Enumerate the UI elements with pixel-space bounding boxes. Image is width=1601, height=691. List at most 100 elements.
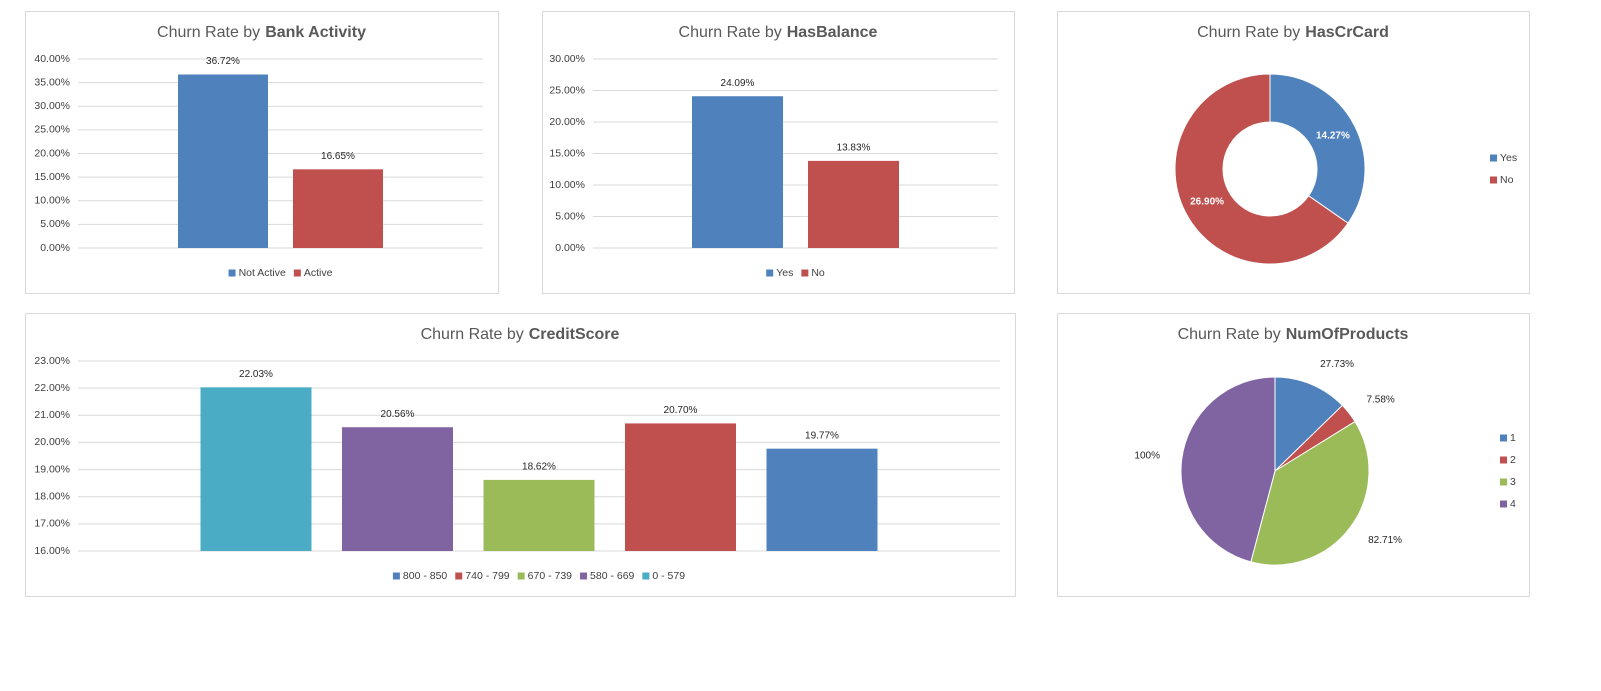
data-label: 13.83% bbox=[837, 143, 871, 154]
legend-swatch bbox=[1500, 500, 1507, 508]
legend-swatch bbox=[293, 269, 301, 277]
title-text: Churn Rate by bbox=[157, 24, 260, 41]
legend-swatch bbox=[455, 572, 463, 580]
title-emphasis: Bank Activity bbox=[265, 24, 366, 41]
title-text: Churn Rate by bbox=[1178, 326, 1281, 343]
legend-swatch bbox=[1490, 176, 1497, 184]
legend-label: No bbox=[1500, 174, 1514, 186]
legend-label: Yes bbox=[776, 267, 793, 279]
chart-title: Churn Rate by NumOfProducts bbox=[1178, 326, 1409, 343]
data-label: 20.56% bbox=[381, 409, 415, 420]
y-tick-label: 23.00% bbox=[34, 355, 70, 367]
bar bbox=[483, 479, 595, 551]
legend-swatch bbox=[766, 269, 774, 277]
y-tick-label: 5.00% bbox=[555, 210, 585, 222]
chart-panel: Churn Rate by NumOfProducts 27.73% 7.58% 82.… bbox=[1057, 313, 1530, 597]
data-label: 27.73% bbox=[1320, 359, 1354, 370]
bar bbox=[692, 96, 783, 248]
y-tick-label: 10.00% bbox=[549, 179, 585, 191]
y-tick-label: 15.00% bbox=[549, 147, 585, 159]
data-label: 26.90% bbox=[1190, 197, 1224, 208]
slice bbox=[1174, 73, 1349, 265]
bar bbox=[200, 387, 312, 551]
legend-label: 2 bbox=[1510, 454, 1516, 466]
y-tick-label: 18.00% bbox=[34, 490, 70, 502]
slice bbox=[1180, 376, 1276, 563]
bar bbox=[178, 74, 268, 248]
legend-label: 670 - 739 bbox=[528, 570, 573, 582]
slice bbox=[1274, 376, 1344, 473]
chart-panel: Churn Rate by HasBalance 0.00% 5.00% 10.00% 1… bbox=[542, 11, 1015, 294]
data-label: 100% bbox=[1134, 451, 1160, 462]
legend-swatch bbox=[1500, 478, 1507, 486]
legend-swatch bbox=[642, 572, 650, 580]
chart-panel: Churn Rate by Bank Activity 0.00% 5.00% 10.0… bbox=[25, 11, 499, 294]
title-emphasis: HasCrCard bbox=[1305, 24, 1389, 41]
y-tick-label: 0.00% bbox=[40, 242, 70, 254]
legend-swatch bbox=[228, 269, 236, 277]
y-tick-label: 15.00% bbox=[34, 171, 70, 183]
y-tick-label: 19.00% bbox=[34, 463, 70, 475]
slice bbox=[1250, 420, 1370, 566]
data-label: 22.03% bbox=[239, 369, 273, 380]
chart-title: Churn Rate by Bank Activity bbox=[157, 24, 366, 41]
title-text: Churn Rate by bbox=[1197, 24, 1300, 41]
chart-panel: Churn Rate by HasCrCard 14.27% 26.90% Yes No bbox=[1057, 11, 1530, 294]
y-tick-label: 5.00% bbox=[40, 218, 70, 230]
legend-label: 0 - 579 bbox=[652, 570, 685, 582]
y-tick-label: 25.00% bbox=[34, 124, 70, 136]
y-tick-label: 40.00% bbox=[34, 53, 70, 65]
data-label: 16.65% bbox=[321, 151, 355, 162]
data-label: 36.72% bbox=[206, 56, 240, 67]
y-tick-label: 16.00% bbox=[34, 545, 70, 557]
legend-label: Yes bbox=[1500, 152, 1517, 164]
legend-label: 740 - 799 bbox=[465, 570, 510, 582]
chart-panel: Churn Rate by CreditScore 16.00% 17.00% 18.0… bbox=[25, 313, 1016, 597]
title-emphasis: CreditScore bbox=[529, 326, 620, 343]
legend-label: 580 - 669 bbox=[590, 570, 635, 582]
legend-label: No bbox=[811, 267, 825, 279]
data-label: 20.70% bbox=[664, 405, 698, 416]
legend-swatch bbox=[1490, 154, 1497, 162]
y-tick-label: 30.00% bbox=[34, 100, 70, 112]
data-label: 82.71% bbox=[1368, 535, 1402, 546]
legend-swatch bbox=[1500, 434, 1507, 442]
legend-label: Active bbox=[304, 267, 333, 279]
title-emphasis: NumOfProducts bbox=[1286, 326, 1409, 343]
data-label: 24.09% bbox=[721, 78, 755, 89]
y-tick-label: 21.00% bbox=[34, 409, 70, 421]
legend-label: 1 bbox=[1510, 432, 1516, 444]
data-label: 19.77% bbox=[805, 430, 839, 441]
chart-title: Churn Rate by HasBalance bbox=[679, 24, 878, 41]
legend-swatch bbox=[580, 572, 588, 580]
y-tick-label: 35.00% bbox=[34, 76, 70, 88]
y-tick-label: 10.00% bbox=[34, 195, 70, 207]
legend-swatch bbox=[517, 572, 525, 580]
title-text: Churn Rate by bbox=[421, 326, 524, 343]
bar bbox=[766, 448, 878, 551]
y-tick-label: 17.00% bbox=[34, 518, 70, 530]
legend-label: 4 bbox=[1510, 498, 1516, 510]
bar bbox=[625, 423, 736, 551]
legend-label: 3 bbox=[1510, 476, 1516, 488]
bar bbox=[808, 160, 899, 248]
bar bbox=[293, 169, 383, 248]
chart-title: Churn Rate by HasCrCard bbox=[1197, 24, 1389, 41]
legend-label: Not Active bbox=[239, 267, 286, 279]
legend-swatch bbox=[392, 572, 400, 580]
chart-title: Churn Rate by CreditScore bbox=[421, 326, 620, 343]
y-tick-label: 20.00% bbox=[34, 147, 70, 159]
data-label: 7.58% bbox=[1366, 394, 1394, 405]
title-text: Churn Rate by bbox=[679, 24, 782, 41]
legend-swatch bbox=[1500, 456, 1507, 464]
data-label: 18.62% bbox=[522, 462, 556, 473]
data-label: 14.27% bbox=[1316, 131, 1350, 142]
y-tick-label: 25.00% bbox=[549, 84, 585, 96]
bar bbox=[342, 427, 453, 551]
slice bbox=[1269, 73, 1366, 224]
legend-swatch bbox=[801, 269, 809, 277]
y-tick-label: 22.00% bbox=[34, 382, 70, 394]
legend-label: 800 - 850 bbox=[403, 570, 448, 582]
y-tick-label: 20.00% bbox=[34, 436, 70, 448]
title-emphasis: HasBalance bbox=[787, 24, 878, 41]
